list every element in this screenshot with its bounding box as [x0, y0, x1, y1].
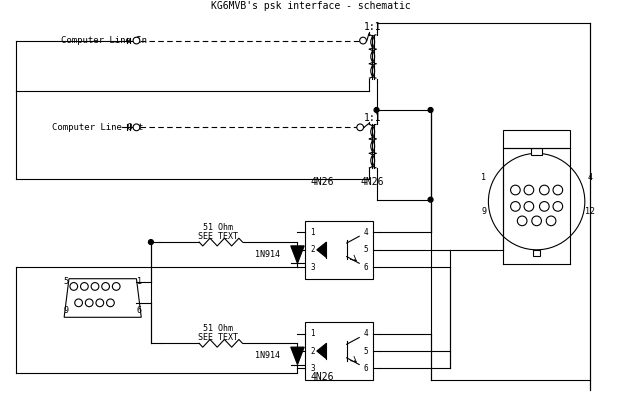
Text: 3: 3	[310, 263, 315, 272]
Circle shape	[532, 216, 542, 226]
Text: 4: 4	[587, 173, 592, 182]
Text: Computer Line Out: Computer Line Out	[52, 123, 143, 132]
Text: 6: 6	[137, 306, 142, 315]
Text: 4N26: 4N26	[310, 177, 333, 187]
Text: 1N914: 1N914	[255, 250, 280, 259]
Circle shape	[524, 185, 533, 195]
Text: 1: 1	[137, 277, 142, 286]
Circle shape	[148, 240, 153, 245]
Circle shape	[81, 283, 88, 290]
Circle shape	[488, 153, 585, 250]
Circle shape	[374, 107, 379, 112]
Polygon shape	[317, 242, 327, 257]
Text: 3: 3	[310, 364, 315, 373]
Circle shape	[107, 299, 114, 307]
Circle shape	[75, 299, 83, 307]
Circle shape	[360, 37, 366, 44]
Text: 6: 6	[363, 263, 368, 272]
Text: 4: 4	[363, 228, 368, 237]
Circle shape	[540, 185, 549, 195]
Text: SEE TEXT: SEE TEXT	[199, 333, 238, 342]
Circle shape	[540, 201, 549, 211]
Text: 2: 2	[310, 245, 315, 254]
Polygon shape	[317, 343, 327, 359]
Polygon shape	[291, 347, 304, 364]
Circle shape	[112, 283, 120, 290]
Text: 5: 5	[63, 277, 68, 286]
Text: 51 Ohm: 51 Ohm	[204, 223, 233, 232]
Circle shape	[96, 299, 104, 307]
Text: 51 Ohm: 51 Ohm	[204, 324, 233, 334]
Text: 1: 1	[481, 173, 486, 182]
Circle shape	[428, 197, 433, 202]
Text: 1: 1	[310, 329, 315, 338]
Circle shape	[546, 216, 556, 226]
Bar	[533, 250, 540, 255]
Circle shape	[553, 201, 563, 211]
Polygon shape	[291, 246, 304, 263]
Text: 1:1: 1:1	[364, 22, 381, 32]
Title: KG6MVB's psk interface - schematic: KG6MVB's psk interface - schematic	[211, 1, 410, 11]
Circle shape	[70, 283, 78, 290]
Circle shape	[85, 299, 93, 307]
Text: 5: 5	[363, 347, 368, 356]
Text: 4N26: 4N26	[310, 372, 333, 382]
Text: 6: 6	[363, 364, 368, 373]
Text: 1:1: 1:1	[364, 113, 381, 123]
Circle shape	[524, 201, 533, 211]
Circle shape	[517, 216, 527, 226]
Bar	[305, 322, 373, 380]
Circle shape	[133, 124, 140, 131]
Bar	[305, 221, 373, 279]
Text: 1N914: 1N914	[255, 352, 280, 360]
Text: 12: 12	[584, 207, 595, 216]
Text: SEE TEXT: SEE TEXT	[199, 232, 238, 241]
Circle shape	[510, 201, 520, 211]
Text: 2: 2	[310, 347, 315, 356]
Text: 9: 9	[481, 207, 486, 216]
Circle shape	[91, 283, 99, 290]
Polygon shape	[64, 279, 141, 317]
Text: 9: 9	[63, 306, 68, 315]
Text: 1: 1	[310, 228, 315, 237]
Text: 4N26: 4N26	[361, 177, 384, 187]
Circle shape	[133, 37, 140, 44]
Circle shape	[357, 124, 363, 131]
Bar	[531, 148, 542, 155]
Circle shape	[102, 283, 109, 290]
Text: 5: 5	[363, 245, 368, 254]
Text: 4: 4	[363, 329, 368, 338]
Bar	[503, 130, 570, 148]
Circle shape	[553, 185, 563, 195]
Text: Computer Line In: Computer Line In	[61, 36, 147, 45]
Circle shape	[428, 107, 433, 112]
Circle shape	[510, 185, 520, 195]
